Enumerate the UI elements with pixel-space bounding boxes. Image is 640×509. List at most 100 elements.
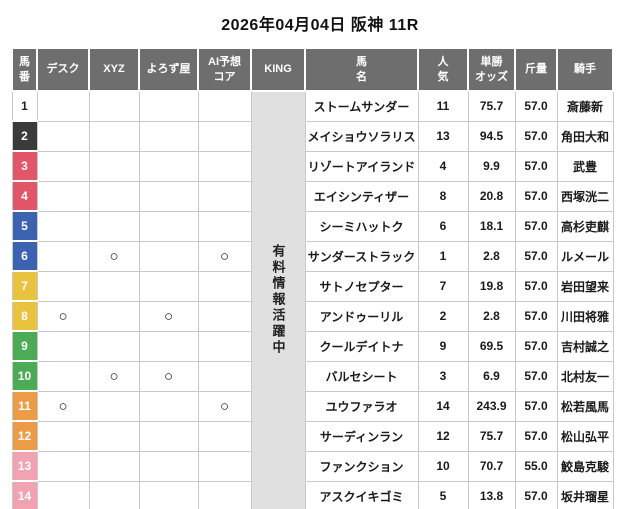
- col-header-xyz: XYZ: [88, 47, 140, 92]
- jockey-cell: 武豊: [556, 150, 614, 182]
- weight-cell: 57.0: [514, 480, 558, 509]
- mark-cell-desk: [36, 150, 90, 182]
- win-odds-cell: 75.7: [467, 90, 516, 122]
- table-row: 14 アスクイキゴミ 5 13.8 57.0 坂井瑠星: [11, 480, 614, 509]
- mark-cell-desk: [36, 330, 90, 362]
- mark-cell-xyz: [88, 180, 140, 212]
- weight-cell: 57.0: [514, 120, 558, 152]
- mark-cell-xyz: [88, 150, 140, 182]
- mark-cell-yorozuya: ○: [138, 360, 199, 392]
- horse-number-cell: 6: [11, 240, 38, 272]
- col-header-win-odds: 単勝 オッズ: [467, 47, 516, 92]
- horse-name-cell: アンドゥーリル: [304, 300, 419, 332]
- mark-cell-xyz: [88, 210, 140, 242]
- horse-name-cell: クールデイトナ: [304, 330, 419, 362]
- popularity-cell: 14: [417, 390, 469, 422]
- weight-cell: 57.0: [514, 90, 558, 122]
- mark-cell-desk: [36, 270, 90, 302]
- jockey-cell: 西塚洸二: [556, 180, 614, 212]
- mark-cell-yorozuya: [138, 390, 199, 422]
- mark-cell-yorozuya: [138, 330, 199, 362]
- jockey-cell: 坂井瑠星: [556, 480, 614, 509]
- mark-cell-ai-core: [197, 300, 252, 332]
- jockey-cell: 北村友一: [556, 360, 614, 392]
- horse-name-cell: ファンクション: [304, 450, 419, 482]
- weight-cell: 57.0: [514, 180, 558, 212]
- win-odds-cell: 69.5: [467, 330, 516, 362]
- horse-name-cell: サンダーストラック: [304, 240, 419, 272]
- col-header-yorozuya: よろず屋: [138, 47, 199, 92]
- table-row: 7 サトノセプター 7 19.8 57.0 岩田望来: [11, 270, 614, 302]
- col-header-weight: 斤量: [514, 47, 558, 92]
- mark-cell-ai-core: [197, 360, 252, 392]
- mark-cell-ai-core: [197, 480, 252, 509]
- win-odds-cell: 19.8: [467, 270, 516, 302]
- horse-name-cell: ユウファラオ: [304, 390, 419, 422]
- mark-cell-xyz: [88, 420, 140, 452]
- table-row: 5 シーミハットク 6 18.1 57.0 高杉吏麒: [11, 210, 614, 242]
- mark-cell-xyz: [88, 330, 140, 362]
- horse-name-cell: サトノセプター: [304, 270, 419, 302]
- mark-cell-ai-core: [197, 150, 252, 182]
- table-row: 10 ○ ○ バルセシート 3 6.9 57.0 北村友一: [11, 360, 614, 392]
- mark-cell-yorozuya: [138, 270, 199, 302]
- weight-cell: 57.0: [514, 240, 558, 272]
- mark-cell-yorozuya: [138, 120, 199, 152]
- mark-cell-yorozuya: [138, 480, 199, 509]
- table-row: 2 メイショウソラリス 13 94.5 57.0 角田大和: [11, 120, 614, 152]
- table-row: 8 ○ ○ アンドゥーリル 2 2.8 57.0 川田将雅: [11, 300, 614, 332]
- win-odds-cell: 243.9: [467, 390, 516, 422]
- win-odds-cell: 6.9: [467, 360, 516, 392]
- mark-cell-ai-core: [197, 210, 252, 242]
- weight-cell: 57.0: [514, 210, 558, 242]
- horse-name-cell: エイシンティザー: [304, 180, 419, 212]
- mark-cell-ai-core: [197, 270, 252, 302]
- jockey-cell: 高杉吏麒: [556, 210, 614, 242]
- mark-cell-desk: [36, 450, 90, 482]
- weight-cell: 57.0: [514, 300, 558, 332]
- table-row: 1 有料情報活躍中 ストームサンダー 11 75.7 57.0 斎藤新: [11, 90, 614, 509]
- horse-name-cell: シーミハットク: [304, 210, 419, 242]
- popularity-cell: 10: [417, 450, 469, 482]
- popularity-cell: 5: [417, 480, 469, 509]
- table-row: 4 エイシンティザー 8 20.8 57.0 西塚洸二: [11, 180, 614, 212]
- mark-cell-ai-core: ○: [197, 390, 252, 422]
- popularity-cell: 13: [417, 120, 469, 152]
- horse-number-cell: 4: [11, 180, 38, 212]
- win-odds-cell: 2.8: [467, 240, 516, 272]
- win-odds-cell: 75.7: [467, 420, 516, 452]
- mark-cell-yorozuya: [138, 180, 199, 212]
- horse-number-cell: 7: [11, 270, 38, 302]
- popularity-cell: 7: [417, 270, 469, 302]
- jockey-cell: 角田大和: [556, 120, 614, 152]
- mark-cell-ai-core: [197, 330, 252, 362]
- race-prediction-table: 馬 番 デスク XYZ よろず屋 AI予想 コア KING 馬 名 人 気 単勝…: [11, 47, 614, 509]
- weight-cell: 57.0: [514, 360, 558, 392]
- horse-number-cell: 8: [11, 300, 38, 332]
- jockey-cell: 鮫島克駿: [556, 450, 614, 482]
- mark-cell-ai-core: [197, 120, 252, 152]
- mark-cell-ai-core: [197, 180, 252, 212]
- mark-cell-ai-core: ○: [197, 240, 252, 272]
- horse-name-cell: メイショウソラリス: [304, 120, 419, 152]
- horse-number-cell: 9: [11, 330, 38, 362]
- horse-number-cell: 5: [11, 210, 38, 242]
- popularity-cell: 1: [417, 240, 469, 272]
- weight-cell: 57.0: [514, 390, 558, 422]
- page-title: 2026年04月04日 阪神 11R: [221, 17, 419, 34]
- popularity-cell: 2: [417, 300, 469, 332]
- col-header-popularity: 人 気: [417, 47, 469, 92]
- mark-cell-yorozuya: [138, 450, 199, 482]
- mark-cell-desk: ○: [36, 300, 90, 332]
- table-body: 1 有料情報活躍中 ストームサンダー 11 75.7 57.0 斎藤新 2 メイシ…: [11, 90, 614, 509]
- horse-number-cell: 12: [11, 420, 38, 452]
- jockey-cell: ルメール: [556, 240, 614, 272]
- horse-name-cell: バルセシート: [304, 360, 419, 392]
- horse-number-cell: 2: [11, 120, 38, 152]
- col-header-king: KING: [250, 47, 306, 92]
- weight-cell: 57.0: [514, 270, 558, 302]
- table-row: 11 ○ ○ ユウファラオ 14 243.9 57.0 松若風馬: [11, 390, 614, 422]
- popularity-cell: 12: [417, 420, 469, 452]
- horse-number-cell: 13: [11, 450, 38, 482]
- horse-name-cell: ストームサンダー: [304, 90, 419, 122]
